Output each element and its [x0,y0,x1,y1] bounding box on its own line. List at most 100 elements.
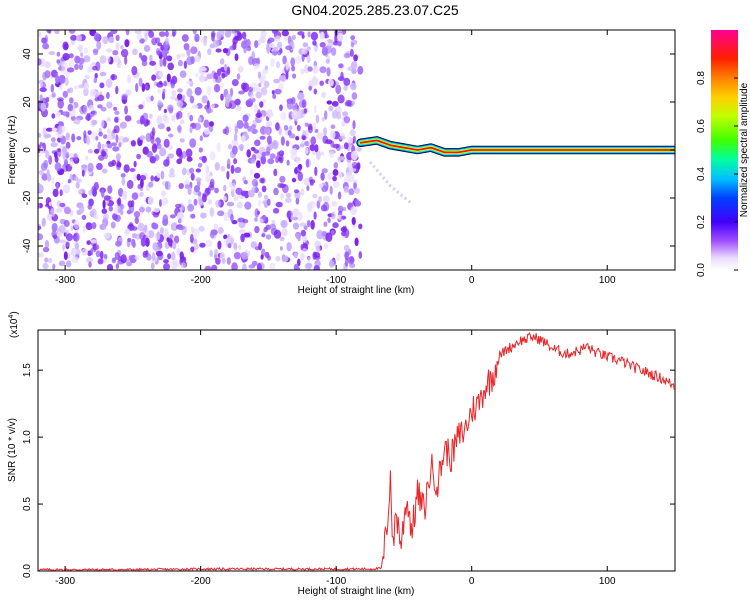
noise-speckle [280,192,284,200]
x-tick-label: -200 [191,275,211,286]
noise-speckle [254,208,260,218]
noise-speckle [162,116,170,124]
noise-speckle [312,40,317,46]
noise-speckle [150,175,154,182]
noise-speckle [156,231,161,241]
noise-speckle [314,144,319,153]
noise-speckle [87,162,94,173]
noise-speckle [179,53,186,58]
noise-speckle [342,111,349,117]
snr-panel: -300 -200 -100 0 100 0.0 0.5 1.0 1.5 Height of … [7,311,676,597]
noise-speckle [97,104,103,109]
signal-tail [368,161,412,204]
noise-speckle [274,88,282,95]
noise-speckle [148,181,154,188]
noise-speckle [102,36,109,45]
noise-speckle [135,82,139,93]
noise-speckle [115,160,122,171]
noise-speckle [42,71,47,81]
noise-speckle [314,166,318,176]
noise-speckle [238,143,244,151]
noise-speckle [199,200,204,206]
noise-speckle [44,257,49,263]
noise-speckle [353,181,357,190]
noise-speckle [256,263,262,270]
noise-speckle [172,241,177,250]
noise-speckle [42,262,49,270]
noise-speckle [75,242,79,250]
noise-speckle [271,50,278,56]
noise-speckle [42,246,50,253]
noise-speckle [313,211,317,220]
noise-speckle [146,253,152,261]
noise-speckle [101,119,105,128]
noise-speckle [187,203,195,212]
noise-speckle [290,153,298,161]
noise-speckle [131,233,137,239]
noise-speckle [299,143,305,148]
noise-speckle [333,181,340,188]
noise-speckle [163,259,169,264]
x-tick-label: -100 [326,576,346,587]
noise-speckle [134,73,140,79]
noise-speckle [302,42,309,48]
noise-speckle [295,233,301,240]
y-tick-label: 0.5 [22,497,33,511]
noise-speckle [168,145,174,151]
noise-speckle [169,214,176,219]
noise-speckle [242,219,249,224]
noise-speckle [163,108,167,114]
noise-speckle [216,142,221,153]
noise-speckle [349,48,354,57]
noise-speckle [259,135,266,140]
y-tick-label: 1.5 [22,363,33,377]
noise-speckle [184,184,190,190]
noise-speckle [56,111,61,117]
noise-speckle [249,169,253,175]
noise-speckle [278,150,285,157]
noise-speckle [292,222,300,230]
noise-speckle [159,199,162,207]
noise-speckle [70,247,77,257]
noise-speckle [110,142,117,147]
noise-speckle [102,213,109,221]
noise-speckle [86,240,91,246]
noise-speckle [285,45,292,50]
noise-speckle [296,109,304,119]
noise-speckle [139,191,144,198]
noise-speckle [110,30,118,35]
noise-speckle [48,51,56,56]
noise-speckle [94,73,98,79]
noise-speckle [172,31,176,37]
noise-speckle [321,230,327,237]
noise-speckle [253,139,261,147]
noise-speckle [255,160,261,169]
noise-speckle [267,113,271,118]
noise-speckle [101,208,108,214]
noise-speckle [63,206,71,215]
noise-speckle [323,127,327,136]
noise-speckle [151,222,159,230]
noise-speckle [162,57,167,67]
noise-speckle [59,84,63,90]
noise-speckle [248,56,254,65]
noise-speckle [303,108,308,114]
noise-speckle [52,234,58,240]
noise-speckle [312,65,319,74]
noise-speckle [238,229,246,234]
noise-speckle [131,65,138,76]
noise-speckle [352,120,356,130]
noise-speckle [91,222,97,230]
noise-speckle [167,62,174,71]
noise-speckle [87,149,93,154]
noise-speckle [343,185,349,193]
noise-speckle [107,185,113,194]
noise-speckle [84,74,91,80]
noise-speckle [226,201,235,207]
noise-speckle [68,53,74,59]
noise-speckle [50,83,55,93]
noise-speckle [71,133,76,143]
noise-speckle [350,35,356,41]
noise-speckle [220,58,225,65]
noise-speckle [59,189,63,197]
